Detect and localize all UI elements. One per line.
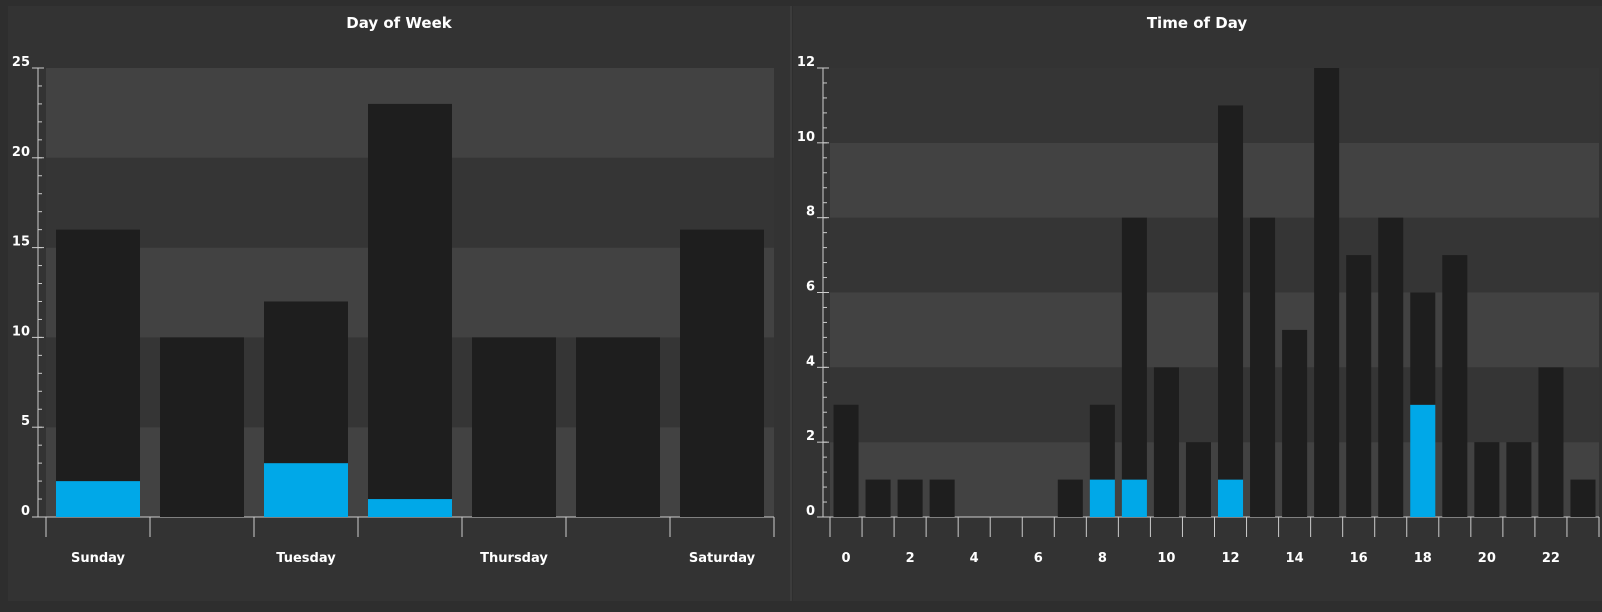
y-tick-label: 8 — [806, 205, 815, 220]
bar-segment — [1346, 255, 1372, 518]
bar-segment — [1314, 68, 1340, 517]
bar-segment — [1282, 329, 1308, 517]
x-tick-label: 20 — [1478, 551, 1496, 566]
x-tick-label: 22 — [1542, 551, 1560, 566]
bar-segment — [1089, 404, 1115, 480]
grid-band — [830, 217, 1599, 293]
bar-segment — [368, 103, 452, 500]
grid-band — [830, 142, 1599, 218]
highlight-bar-segment — [1218, 479, 1244, 517]
chart-title: Time of Day — [1147, 14, 1248, 32]
highlight-bar-segment — [368, 499, 452, 517]
bar-segment — [1153, 367, 1179, 517]
x-tick-label: 10 — [1157, 551, 1175, 566]
time-of-day-panel: Time of Day 0 2 4 6 8 10 12 0 2 4 6 8 10 12 14 16 18 20 22 — [793, 6, 1602, 601]
chart-title: Day of Week — [346, 14, 453, 32]
grid-band — [830, 68, 1599, 143]
x-tick-label: Saturday — [689, 551, 756, 566]
bar-segment — [1410, 292, 1436, 405]
bar-segment — [1378, 217, 1404, 517]
bar-segment — [1218, 105, 1244, 480]
x-tick-label: 14 — [1286, 551, 1304, 566]
bar-segment — [833, 404, 859, 517]
x-tick-label: 0 — [841, 551, 850, 566]
bar-segment — [1506, 442, 1532, 517]
x-tick-label: 2 — [906, 551, 915, 566]
panel-divider — [790, 6, 792, 601]
time-of-day-chart: Time of Day 0 2 4 6 8 10 12 0 2 4 6 8 10 12 14 16 18 20 22 — [797, 14, 1600, 566]
x-tick-label: 18 — [1414, 551, 1432, 566]
bar-segment — [56, 229, 140, 482]
bar-segment — [865, 479, 891, 517]
bar-segment — [929, 479, 955, 517]
y-tick-label: 4 — [806, 354, 815, 369]
y-tick-label: 10 — [12, 324, 30, 339]
bar-segment — [1570, 479, 1596, 517]
bar-segment — [160, 337, 244, 517]
x-tick-label: 8 — [1098, 551, 1107, 566]
bar-segment — [1250, 217, 1276, 517]
y-tick-label: 25 — [12, 55, 30, 70]
bar-segment — [576, 337, 660, 517]
x-tick-label: 12 — [1221, 551, 1239, 566]
bar-segment — [1121, 217, 1147, 480]
x-tick-label: 6 — [1034, 551, 1043, 566]
grid-band — [830, 292, 1599, 368]
bar-segment — [897, 479, 923, 517]
bar-segment — [1474, 442, 1500, 517]
y-tick-label: 6 — [806, 280, 815, 295]
bar-segment — [1538, 367, 1564, 517]
bar-segment — [680, 229, 764, 517]
y-tick-label: 0 — [21, 504, 30, 519]
bar-segment — [472, 337, 556, 517]
highlight-bar-segment — [56, 481, 140, 517]
grid-band — [830, 442, 1599, 517]
bar-segment — [1057, 479, 1083, 517]
x-tick-label: 4 — [970, 551, 979, 566]
highlight-bar-segment — [1410, 404, 1436, 517]
y-tick-label: 20 — [12, 145, 30, 160]
y-tick-label: 5 — [21, 414, 30, 429]
bar-segment — [1442, 255, 1468, 518]
x-tick-label: Thursday — [480, 551, 548, 566]
y-tick-label: 12 — [797, 55, 815, 70]
y-tick-label: 10 — [797, 130, 815, 145]
bar-segment — [1185, 442, 1211, 517]
x-tick-label: Tuesday — [276, 551, 336, 566]
grid-band — [830, 367, 1599, 443]
highlight-bar-segment — [1121, 479, 1147, 517]
highlight-bar-segment — [264, 463, 348, 517]
bar-segment — [264, 301, 348, 464]
day-of-week-chart: Day of Week 0 5 10 15 20 25 Sunday Tuesday Thursd… — [12, 14, 775, 566]
highlight-bar-segment — [1089, 479, 1115, 517]
x-tick-label: Sunday — [71, 551, 126, 566]
y-tick-label: 0 — [806, 504, 815, 519]
x-tick-label: 16 — [1350, 551, 1368, 566]
y-tick-label: 2 — [806, 429, 815, 444]
day-of-week-panel: Day of Week 0 5 10 15 20 25 Sunday Tuesday Thursd… — [8, 6, 790, 601]
y-tick-label: 15 — [12, 235, 30, 250]
